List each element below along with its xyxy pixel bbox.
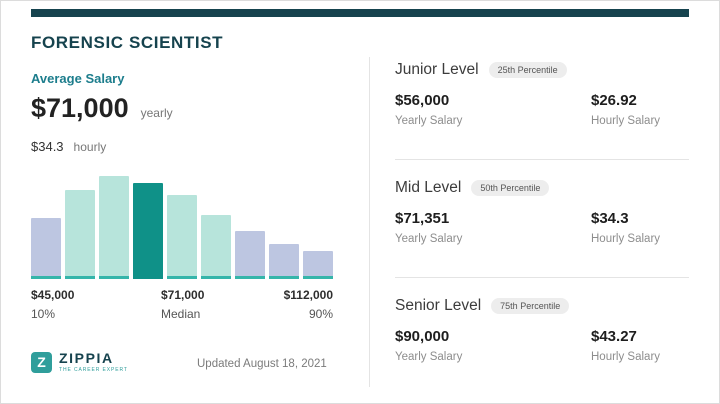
level-values: $71,351 Yearly Salary $34.3 Hourly Salar… bbox=[395, 210, 691, 245]
level-section-junior: Junior Level 25th Percentile $56,000 Yea… bbox=[395, 61, 691, 127]
level-name: Senior Level bbox=[395, 297, 482, 314]
yearly-salary-label: Yearly Salary bbox=[395, 115, 463, 127]
yearly-salary-value: $71,351 bbox=[395, 210, 450, 227]
hourly-unit-label: hourly bbox=[73, 140, 107, 154]
median-caption: Median bbox=[161, 307, 201, 321]
median-label: $71,000 Median bbox=[161, 288, 204, 321]
histogram-bar bbox=[65, 189, 95, 280]
level-header: Junior Level 25th Percentile bbox=[395, 61, 691, 79]
percentile-10-caption: 10% bbox=[31, 307, 56, 321]
hourly-salary-label: Hourly Salary bbox=[591, 233, 661, 245]
histogram-bar bbox=[133, 182, 163, 280]
percentile-10-salary: $45,000 bbox=[31, 288, 75, 302]
yearly-salary-block: $71,351 Yearly Salary bbox=[395, 210, 591, 245]
histogram-bar bbox=[201, 215, 231, 279]
percentile-badge: 50th Percentile bbox=[471, 180, 550, 196]
percentile-90-salary: $112,000 bbox=[283, 288, 333, 302]
level-header: Mid Level 50th Percentile bbox=[395, 179, 691, 197]
percentile-10-label: $45,000 10% bbox=[31, 288, 74, 321]
yearly-salary-value: $90,000 bbox=[395, 328, 450, 345]
hourly-salary-value: $26.92 bbox=[591, 92, 637, 109]
hourly-salary-block: $34.3 Hourly Salary bbox=[591, 210, 691, 245]
yearly-salary-block: $90,000 Yearly Salary bbox=[395, 328, 591, 363]
percentile-badge: 25th Percentile bbox=[488, 62, 567, 78]
vertical-divider bbox=[369, 57, 370, 387]
updated-date: Updated August 18, 2021 bbox=[197, 358, 327, 370]
yearly-salary-value: $56,000 bbox=[395, 92, 450, 109]
hourly-salary-label: Hourly Salary bbox=[591, 351, 661, 363]
level-name: Mid Level bbox=[395, 179, 462, 196]
level-section-senior: Senior Level 75th Percentile $90,000 Yea… bbox=[395, 297, 691, 363]
salary-histogram bbox=[31, 173, 333, 280]
percentile-90-label: $112,000 90% bbox=[284, 288, 333, 321]
average-salary-label: Average Salary bbox=[31, 71, 125, 86]
yearly-salary-value: $71,000 bbox=[31, 93, 129, 123]
histogram-axis-labels: $45,000 10% $71,000 Median $112,000 90% bbox=[31, 288, 333, 326]
page-title: FORENSIC SCIENTIST bbox=[31, 33, 224, 52]
histogram-bar bbox=[31, 217, 61, 280]
zippia-logo-text: ZIPPIA THE CAREER EXPERT bbox=[59, 351, 128, 373]
hourly-salary-value: $43.27 bbox=[591, 328, 637, 345]
section-divider bbox=[395, 159, 689, 160]
average-hourly-salary: $34.3 hourly bbox=[31, 139, 106, 154]
yearly-salary-label: Yearly Salary bbox=[395, 351, 463, 363]
level-section-mid: Mid Level 50th Percentile $71,351 Yearly… bbox=[395, 179, 691, 245]
zippia-logo-name: ZIPPIA bbox=[59, 350, 114, 366]
section-divider bbox=[395, 277, 689, 278]
percentile-badge: 75th Percentile bbox=[491, 298, 570, 314]
average-yearly-salary: $71,000 yearly bbox=[31, 93, 173, 124]
yearly-salary-label: Yearly Salary bbox=[395, 233, 463, 245]
yearly-unit-label: yearly bbox=[140, 106, 173, 120]
hourly-salary-value: $34.3 bbox=[591, 210, 629, 227]
zippia-logo-icon: Z bbox=[31, 351, 52, 373]
histogram-bar bbox=[167, 195, 197, 279]
histogram-bar bbox=[269, 244, 299, 279]
histogram-bar bbox=[99, 176, 129, 279]
zippia-logo: Z ZIPPIA THE CAREER EXPERT bbox=[31, 351, 128, 373]
histogram-bar bbox=[235, 231, 265, 279]
level-header: Senior Level 75th Percentile bbox=[395, 297, 691, 315]
level-values: $90,000 Yearly Salary $43.27 Hourly Sala… bbox=[395, 328, 691, 363]
hourly-salary-label: Hourly Salary bbox=[591, 115, 661, 127]
level-values: $56,000 Yearly Salary $26.92 Hourly Sala… bbox=[395, 92, 691, 127]
hourly-salary-block: $26.92 Hourly Salary bbox=[591, 92, 691, 127]
hourly-salary-value: $34.3 bbox=[31, 139, 64, 154]
percentile-90-caption: 90% bbox=[308, 307, 333, 321]
histogram-bar bbox=[303, 251, 333, 279]
top-accent-bar bbox=[31, 9, 689, 17]
median-salary: $71,000 bbox=[161, 288, 205, 302]
yearly-salary-block: $56,000 Yearly Salary bbox=[395, 92, 591, 127]
hourly-salary-block: $43.27 Hourly Salary bbox=[591, 328, 691, 363]
zippia-logo-tagline: THE CAREER EXPERT bbox=[59, 367, 128, 373]
level-name: Junior Level bbox=[395, 61, 479, 78]
